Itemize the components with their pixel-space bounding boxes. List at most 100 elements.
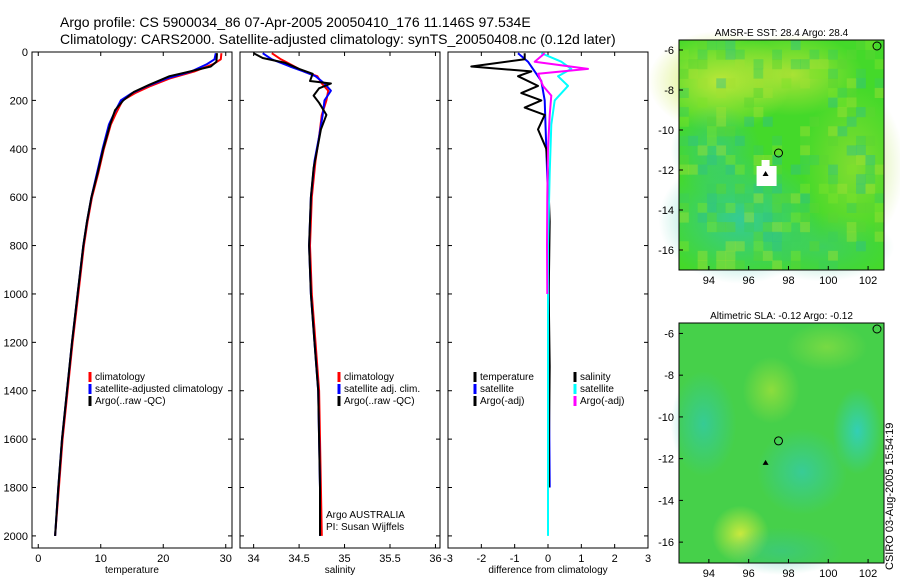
sst-field-cell	[716, 145, 727, 156]
sst-field-cell	[772, 164, 782, 175]
sst-field-cell	[725, 49, 736, 60]
sst-field-cell	[697, 145, 708, 156]
salinity-xtick-label: 35	[338, 553, 350, 565]
sst-field-cell	[753, 68, 764, 79]
sst-field-cell	[762, 116, 773, 127]
sst-field-cell	[762, 250, 773, 261]
sst-field-cell	[679, 49, 689, 60]
float-owner-label: Argo AUSTRALIA	[326, 510, 405, 521]
sst-field-cell	[697, 250, 708, 261]
difference-sal-legend-entry: satellite	[580, 384, 614, 395]
sst-field-cell	[846, 164, 857, 175]
temperature-legend-entry: satellite-adjusted climatology	[95, 384, 223, 395]
sst-field-cell	[790, 164, 801, 175]
sst-field-cell	[837, 126, 848, 137]
sla-ytick-label: -14	[658, 495, 674, 507]
figure-title-line1: Argo profile: CS 5900034_86 07-Apr-2005 …	[60, 14, 531, 30]
sst-field-cell	[800, 155, 810, 166]
sst-field-cell	[781, 78, 792, 89]
sst-field-cell	[846, 116, 857, 127]
depth-tick-label: 2000	[4, 531, 28, 543]
sst-field-cell	[828, 135, 838, 146]
depth-tick-label: 200	[10, 95, 28, 107]
sst-field-cell	[809, 155, 820, 166]
sst-field-cell	[856, 78, 866, 89]
sst-field-cell	[679, 135, 689, 146]
sst-xtick-label: 102	[859, 275, 877, 287]
sst-xtick-label: 100	[819, 275, 837, 287]
sst-field-cell	[809, 68, 820, 79]
sla-ytick-label: -6	[664, 328, 674, 340]
sst-field-cell	[781, 68, 792, 79]
sla-field-blob	[670, 371, 737, 477]
sst-field-cell	[716, 78, 727, 89]
sst-field-cell	[837, 97, 848, 108]
sst-field-cell	[856, 174, 866, 185]
sst-field-cell	[734, 260, 745, 271]
salinity-series-argo	[253, 52, 332, 536]
sst-field-cell	[846, 87, 857, 98]
sla-profile-marker	[774, 436, 784, 446]
sst-field-cell	[706, 155, 717, 166]
sst-field-cell	[781, 241, 792, 252]
sst-field-cell	[706, 126, 717, 137]
sst-field-cell	[772, 212, 782, 223]
sst-field-cell	[818, 68, 829, 79]
sst-field-cell	[781, 193, 792, 204]
sst-field-cell	[706, 212, 717, 223]
sst-field-cell	[744, 202, 755, 213]
sst-field-cell	[846, 78, 857, 89]
sst-field-cell	[828, 78, 838, 89]
sst-field-cell	[781, 202, 792, 213]
sst-field-cell	[716, 107, 727, 118]
sst-field-cell	[688, 59, 699, 70]
sst-field-cell	[716, 222, 727, 233]
sst-field-blob	[802, 86, 900, 247]
sst-ytick-label: -16	[658, 245, 674, 257]
difference-xtick-label: 3	[645, 553, 651, 565]
sst-field-cell	[800, 222, 810, 233]
sst-field-cell	[837, 59, 848, 70]
sst-field-cell	[762, 183, 773, 194]
sst-field-cell	[828, 97, 838, 108]
sst-field-cell	[865, 49, 876, 60]
sst-field-cell	[865, 174, 876, 185]
sst-field-cell	[725, 126, 736, 137]
sst-field-cell	[753, 78, 764, 89]
sst-field-cell	[753, 107, 764, 118]
sst-field-cell	[734, 183, 745, 194]
sst-field-cell	[800, 78, 810, 89]
difference-xtick-label: 0	[545, 553, 551, 565]
salinity-xtick-label: 34	[248, 553, 260, 565]
difference-temp-legend-entry: satellite	[480, 384, 514, 395]
sst-field-cell	[874, 164, 885, 175]
sst-field-cell	[874, 231, 885, 242]
difference-xtick-label: 2	[612, 553, 618, 565]
sst-field-blob	[720, 33, 864, 116]
sst-field-cell	[781, 222, 792, 233]
sst-field-cell	[865, 40, 876, 51]
sst-field-cell	[846, 231, 857, 242]
sla-corner-contour	[872, 324, 882, 334]
salinity-xtick-label: 36	[429, 553, 441, 565]
sst-field-cell	[762, 87, 773, 98]
sst-field-cell	[790, 212, 801, 223]
sst-field-cell	[679, 107, 689, 118]
sst-field-cell	[725, 164, 736, 175]
sla-ytick-label: -8	[664, 370, 674, 382]
sst-field-cell	[800, 164, 810, 175]
sla-map-panel: 94 96 98 100 102 -6 -8 -10 -12 -14 -16 Altimetric S…	[658, 311, 885, 580]
sst-field-cell	[706, 116, 717, 127]
sst-field-cell	[697, 212, 708, 223]
sst-field-cell	[828, 126, 838, 137]
sst-field-cell	[753, 155, 764, 166]
sst-field-cell	[828, 68, 838, 79]
sst-field-blob	[750, 212, 895, 282]
sst-field-cell	[716, 87, 727, 98]
sst-field-cell	[856, 145, 866, 156]
sla-float-marker	[762, 459, 769, 465]
sst-field-cell	[762, 68, 773, 79]
sst-field-cell	[772, 155, 782, 166]
sst-data-gap	[761, 160, 770, 166]
